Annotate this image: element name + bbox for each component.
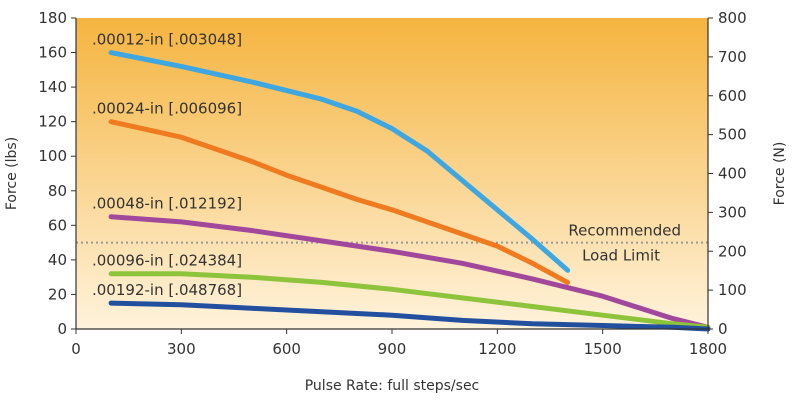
data-point bbox=[110, 52, 112, 54]
data-point bbox=[461, 319, 463, 321]
data-point bbox=[602, 295, 604, 297]
data-point bbox=[251, 230, 253, 232]
series-line-4 bbox=[108, 271, 711, 330]
data-point bbox=[672, 318, 674, 320]
series-label-3: .00048-in [.012192] bbox=[92, 195, 242, 213]
y2-tick-label: 600 bbox=[718, 87, 747, 105]
y2-tick-label: 800 bbox=[718, 9, 747, 27]
y-tick-label: 100 bbox=[38, 147, 67, 165]
x-tick-label: 300 bbox=[167, 340, 196, 358]
x-tick-label: 1500 bbox=[584, 340, 622, 358]
data-point bbox=[567, 281, 569, 283]
y2-tick-label: 300 bbox=[718, 203, 747, 221]
data-point bbox=[321, 98, 323, 100]
series-label-1: .00012-in [.003048] bbox=[92, 31, 242, 49]
data-point bbox=[426, 221, 428, 223]
data-point bbox=[321, 240, 323, 242]
data-point bbox=[286, 174, 288, 176]
data-point bbox=[531, 306, 533, 308]
x-tick-label: 1200 bbox=[478, 340, 516, 358]
x-tick-label: 0 bbox=[71, 340, 81, 358]
y-tick-label: 20 bbox=[48, 285, 67, 303]
series-line-3 bbox=[108, 214, 711, 330]
reference-label-line2: Load Limit bbox=[582, 247, 660, 265]
data-point bbox=[180, 304, 182, 306]
y-tick-label: 120 bbox=[38, 113, 67, 131]
y2-tick-label: 100 bbox=[718, 281, 747, 299]
y-tick-label: 140 bbox=[38, 78, 67, 96]
y2-tick-label: 200 bbox=[718, 242, 747, 260]
data-point bbox=[567, 269, 569, 271]
reference-label-line1: Recommended bbox=[568, 222, 681, 240]
data-point bbox=[461, 297, 463, 299]
y-tick-label: 80 bbox=[48, 182, 67, 200]
data-point bbox=[215, 148, 217, 150]
series-label-5: .00192-in [.048768] bbox=[92, 281, 242, 299]
data-point bbox=[251, 160, 253, 162]
data-point bbox=[531, 238, 533, 240]
y2-axis-title: Force (N) bbox=[772, 142, 788, 206]
data-point bbox=[531, 278, 533, 280]
y-tick-label: 160 bbox=[38, 44, 67, 62]
plot-background bbox=[76, 18, 708, 329]
data-point bbox=[391, 314, 393, 316]
data-point bbox=[461, 179, 463, 181]
series-label-2: .00024-in [.006096] bbox=[92, 100, 242, 118]
data-point bbox=[110, 121, 112, 123]
data-point bbox=[496, 209, 498, 211]
y2-tick-label: 0 bbox=[718, 320, 728, 338]
data-point bbox=[461, 262, 463, 264]
x-tick-label: 600 bbox=[272, 340, 301, 358]
y-tick-label: 40 bbox=[48, 251, 67, 269]
data-point bbox=[391, 250, 393, 252]
data-point bbox=[180, 221, 182, 223]
series-label-4: .00096-in [.024384] bbox=[92, 252, 242, 270]
x-axis-title: Pulse Rate: full steps/sec bbox=[305, 378, 480, 394]
data-point bbox=[496, 245, 498, 247]
data-point bbox=[531, 262, 533, 264]
data-point bbox=[251, 81, 253, 83]
data-point bbox=[391, 288, 393, 290]
data-point bbox=[391, 128, 393, 130]
data-point bbox=[602, 325, 604, 327]
data-point bbox=[180, 273, 182, 275]
y2-tick-label: 400 bbox=[718, 165, 747, 183]
data-point bbox=[426, 150, 428, 152]
data-point bbox=[672, 326, 674, 328]
x-tick-label: 900 bbox=[378, 340, 407, 358]
data-point bbox=[356, 198, 358, 200]
data-point bbox=[180, 136, 182, 138]
data-point bbox=[110, 216, 112, 218]
y2-tick-label: 500 bbox=[718, 126, 747, 144]
data-point bbox=[602, 314, 604, 316]
data-point bbox=[251, 307, 253, 309]
y-tick-label: 60 bbox=[48, 216, 67, 234]
data-point bbox=[251, 276, 253, 278]
data-point bbox=[672, 323, 674, 325]
data-point bbox=[461, 233, 463, 235]
y2-tick-label: 700 bbox=[718, 48, 747, 66]
y-tick-label: 180 bbox=[38, 9, 67, 27]
y-tick-label: 0 bbox=[57, 320, 67, 338]
data-point bbox=[110, 273, 112, 275]
data-point bbox=[531, 323, 533, 325]
data-point bbox=[321, 186, 323, 188]
data-point bbox=[321, 311, 323, 313]
data-point bbox=[180, 65, 182, 67]
data-point bbox=[356, 110, 358, 112]
y-axis-title: Force (lbs) bbox=[4, 137, 20, 210]
data-point bbox=[321, 281, 323, 283]
data-point bbox=[391, 209, 393, 211]
series-line-5 bbox=[108, 300, 711, 332]
data-point bbox=[110, 302, 112, 304]
x-tick-label: 1800 bbox=[689, 340, 727, 358]
